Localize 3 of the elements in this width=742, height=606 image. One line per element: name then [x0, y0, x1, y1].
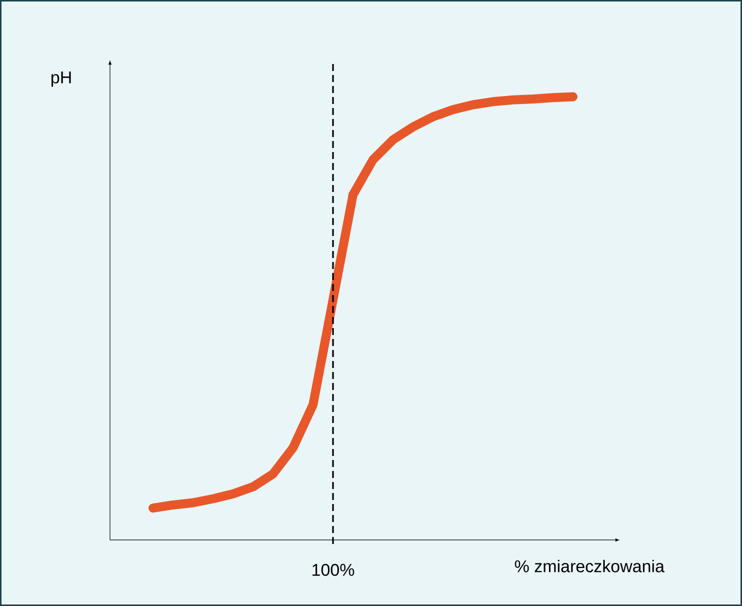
x-axis-title: % zmiareczkowania [514, 560, 664, 572]
y-axis-title: pH [52, 72, 71, 87]
text: 100% [312, 564, 354, 576]
